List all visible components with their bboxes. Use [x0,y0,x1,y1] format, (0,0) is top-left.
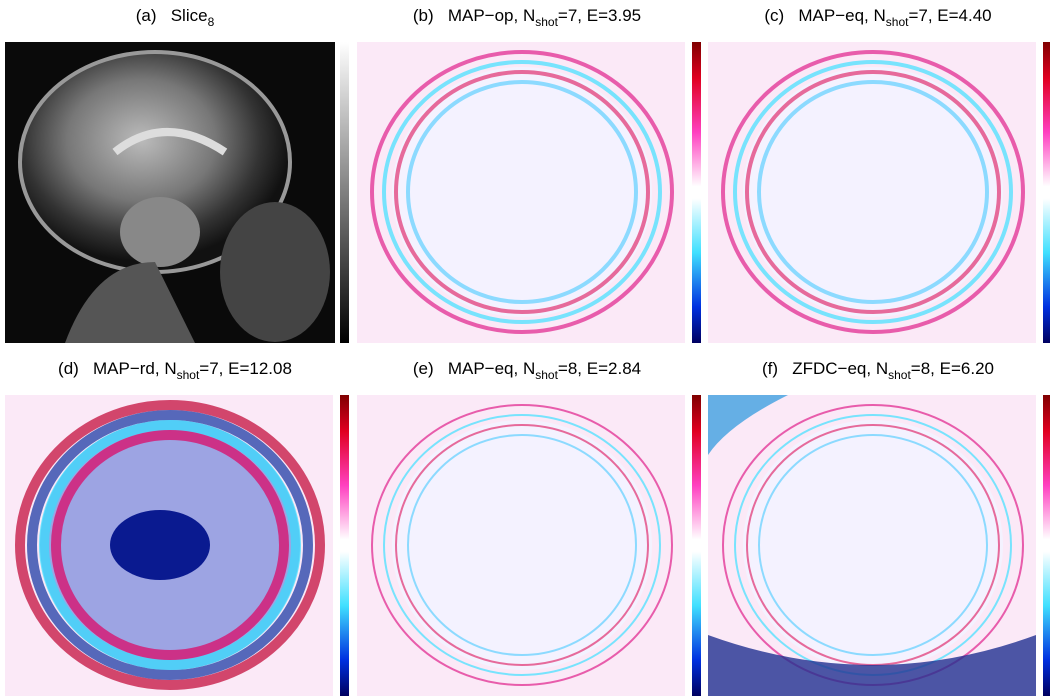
panel-suffix: =7, E=4.40 [908,6,991,25]
inner-field [392,67,652,317]
panel-label: (b) [413,6,434,25]
panel-title: (b) MAP−op, Nshot=7, E=3.95 [357,6,697,29]
panel-subscript: shot [886,15,909,29]
panel-label: (d) [58,359,79,378]
face [220,202,330,342]
panel-label: (e) [413,359,434,378]
panel-image [5,395,350,696]
panel-title-text: ZFDC−eq, N [792,359,888,378]
panel-label: (f) [762,359,778,378]
cerebellum [120,197,200,267]
panel-image [357,42,702,343]
panel-suffix: =7, E=12.08 [199,359,292,378]
inner-field [743,67,1003,317]
colorbar [340,395,349,696]
panel-subscript: shot [535,15,558,29]
panel-image [708,42,1050,343]
panel-title-text: Slice [171,6,208,25]
panel-label: (a) [136,6,157,25]
panel-subscript: shot [177,368,200,382]
colorbar [692,42,701,343]
panel-title-text: MAP−op, N [448,6,535,25]
figure: (a) Slice8(b) MAP−op, Nshot=7, E=3.95(c)… [0,0,1050,698]
colorbar [692,395,701,696]
panel-subscript: shot [535,368,558,382]
panel-subscript: 8 [208,15,215,29]
colorbar [340,42,349,343]
inner-field [743,420,1003,670]
panel-title: (a) Slice8 [5,6,345,29]
panel-title-text: MAP−eq, N [448,359,535,378]
panel-title: (e) MAP−eq, Nshot=8, E=2.84 [357,359,697,382]
colorbar [1043,42,1050,343]
panel-label: (c) [764,6,784,25]
colorbar [1043,395,1050,696]
panel-title: (d) MAP−rd, Nshot=7, E=12.08 [5,359,345,382]
panel-suffix: =7, E=3.95 [558,6,641,25]
panel-title-text: MAP−rd, N [93,359,177,378]
panel-title-text: MAP−eq, N [798,6,885,25]
inner-field [392,420,652,670]
panel-suffix: =8, E=6.20 [911,359,994,378]
core [110,510,210,580]
panel-image [357,395,702,696]
panel-image [708,395,1050,696]
panel-subscript: shot [888,368,911,382]
panel-title: (f) ZFDC−eq, Nshot=8, E=6.20 [708,359,1048,382]
panel-suffix: =8, E=2.84 [558,359,641,378]
panel-image [5,42,350,343]
panel-title: (c) MAP−eq, Nshot=7, E=4.40 [708,6,1048,29]
